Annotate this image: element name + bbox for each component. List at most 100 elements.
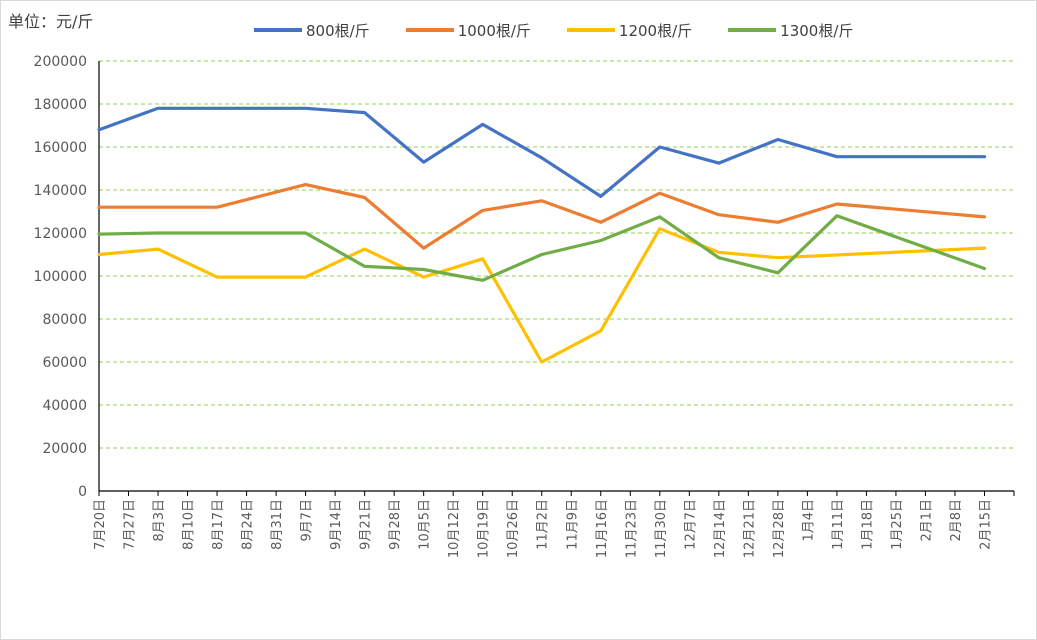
- legend-item-1000[interactable]: 1000根/斤: [405, 20, 531, 41]
- data-point: [541, 200, 543, 202]
- data-point: [364, 265, 366, 267]
- x-tick-label: 11月16日: [595, 499, 610, 558]
- y-tick-label: 140000: [34, 183, 87, 199]
- x-tick-label: 10月19日: [477, 499, 492, 558]
- data-point: [305, 232, 307, 234]
- data-point: [423, 276, 425, 278]
- x-tick-label: 12月21日: [742, 499, 757, 558]
- legend-swatch-800: [254, 28, 302, 32]
- data-point: [777, 272, 779, 274]
- data-point: [364, 248, 366, 250]
- series-line-1: [97, 183, 987, 250]
- x-tick-label: 2月8日: [949, 499, 964, 542]
- data-point: [600, 330, 602, 332]
- data-point: [777, 257, 779, 259]
- x-tick-label: 1月18日: [860, 499, 875, 550]
- x-tick-label: 1月4日: [801, 499, 816, 542]
- x-tick-label: 9月21日: [359, 499, 374, 550]
- y-tick-label: 180000: [34, 97, 87, 113]
- data-point: [98, 129, 100, 131]
- x-tick-label: 2月1日: [919, 499, 934, 542]
- data-point: [98, 233, 100, 235]
- x-tick-label: 2月15日: [978, 499, 993, 550]
- legend-label-1000: 1000根/斤: [457, 21, 531, 40]
- data-point: [98, 254, 100, 255]
- data-point: [482, 209, 484, 211]
- data-point: [305, 107, 307, 109]
- x-tick-label: 7月20日: [93, 499, 108, 550]
- x-tick-label: 12月7日: [683, 499, 698, 550]
- unit-label: 单位：元/斤: [8, 12, 94, 31]
- data-point: [983, 267, 985, 269]
- legend-item-1200[interactable]: 1200根/斤: [566, 20, 692, 41]
- data-point: [541, 157, 543, 159]
- x-tick-label: 9月14日: [329, 499, 344, 550]
- data-point: [482, 258, 484, 260]
- x-tick-label: 1月11日: [831, 499, 846, 550]
- x-tick-label: 11月30日: [654, 499, 669, 558]
- y-tick-label: 80000: [42, 312, 87, 328]
- y-tick-label: 160000: [34, 140, 87, 156]
- data-point: [216, 276, 218, 278]
- data-point: [983, 216, 985, 218]
- data-point: [423, 247, 425, 249]
- data-point: [718, 257, 720, 259]
- x-tick-label: 11月9日: [565, 499, 580, 550]
- legend-swatch-1000: [405, 28, 454, 32]
- y-tick-label: 200000: [34, 54, 87, 70]
- data-point: [423, 161, 425, 163]
- data-point: [482, 279, 484, 281]
- data-point: [836, 203, 838, 205]
- legend-item-800[interactable]: 800根/斤: [254, 20, 370, 41]
- data-point: [157, 248, 159, 250]
- y-tick-label: 40000: [42, 398, 87, 414]
- x-tick-label: 12月28日: [772, 499, 787, 558]
- data-point: [983, 156, 985, 158]
- series-line-2: [97, 227, 987, 364]
- legend-swatch-1200: [566, 28, 615, 32]
- data-point: [423, 269, 425, 271]
- series-lines: [97, 106, 987, 364]
- x-tick-label: 10月26日: [506, 499, 521, 558]
- data-point: [600, 221, 602, 223]
- data-point: [157, 107, 159, 109]
- x-tick-label: 8月17日: [211, 499, 226, 550]
- legend-item-1300[interactable]: 1300根/斤: [728, 20, 853, 41]
- x-tick-label: 11月23日: [624, 499, 639, 558]
- data-point: [541, 254, 543, 255]
- data-point: [305, 276, 307, 278]
- y-tick-label: 0: [78, 484, 87, 500]
- data-point: [157, 232, 159, 234]
- data-point: [541, 361, 543, 363]
- legend-label-1300: 1300根/斤: [780, 21, 854, 40]
- data-point: [364, 197, 366, 199]
- x-axis-ticks: 7月20日 7月27日 8月3日 8月10日 8月17日 8月24日 8月31日 9月7日 9月…: [93, 491, 1015, 558]
- gridlines: [99, 60, 1014, 449]
- data-point: [836, 156, 838, 158]
- data-point: [659, 192, 661, 194]
- data-point: [482, 123, 484, 125]
- data-point: [718, 251, 720, 253]
- data-point: [364, 112, 366, 114]
- x-tick-label: 10月5日: [418, 499, 433, 550]
- series-line-3: [97, 214, 987, 282]
- x-tick-label: 10月12日: [447, 499, 462, 558]
- data-point: [659, 228, 661, 230]
- data-point: [216, 206, 218, 208]
- data-point: [98, 206, 100, 208]
- data-point: [777, 221, 779, 223]
- data-point: [600, 240, 602, 242]
- y-tick-label: 60000: [42, 355, 87, 371]
- x-tick-label: 8月3日: [152, 499, 167, 542]
- x-tick-label: 9月7日: [300, 499, 315, 542]
- data-point: [305, 184, 307, 186]
- data-point: [983, 247, 985, 249]
- y-tick-label: 20000: [42, 441, 87, 457]
- data-point: [600, 195, 602, 197]
- x-tick-label: 11月2日: [536, 499, 551, 550]
- series-line-0: [97, 106, 987, 198]
- data-point: [777, 138, 779, 140]
- data-point: [659, 216, 661, 218]
- data-point: [836, 215, 838, 217]
